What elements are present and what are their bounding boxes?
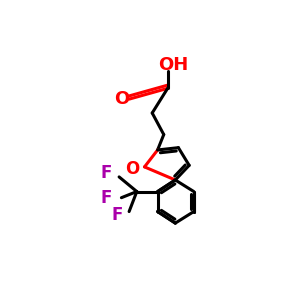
Text: O: O [114,90,129,108]
Text: F: F [111,206,122,224]
Text: O: O [125,160,139,178]
Text: F: F [100,189,112,207]
Text: F: F [100,164,112,182]
Text: OH: OH [158,56,188,74]
